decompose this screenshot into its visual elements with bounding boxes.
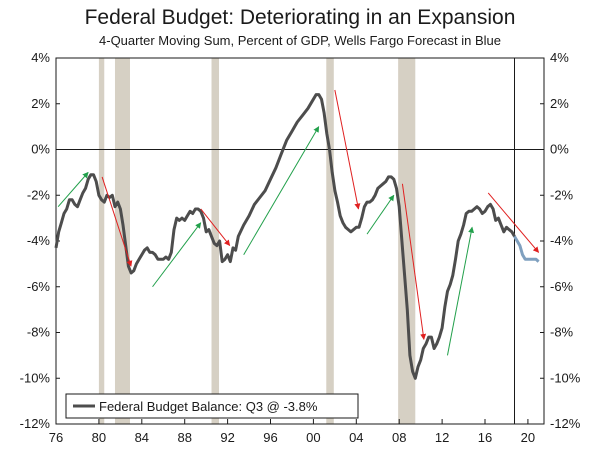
chart-subtitle: 4-Quarter Moving Sum, Percent of GDP, We… bbox=[99, 33, 501, 48]
red-trend-arrow bbox=[401, 183, 427, 340]
y-tick-label-right: 4% bbox=[550, 50, 569, 65]
x-tick-label: 76 bbox=[49, 430, 63, 445]
green-trend-arrow bbox=[366, 194, 395, 235]
y-tick-label-left: 2% bbox=[31, 96, 50, 111]
x-tick-label: 08 bbox=[392, 430, 406, 445]
x-tick-label: 04 bbox=[349, 430, 363, 445]
green-trend-arrow bbox=[152, 222, 202, 288]
x-tick-label: 88 bbox=[177, 430, 191, 445]
y-tick-label-right: -8% bbox=[550, 325, 574, 340]
red-trend-arrow bbox=[200, 208, 231, 247]
y-tick-label-left: -2% bbox=[27, 187, 51, 202]
y-tick-label-left: -6% bbox=[27, 279, 51, 294]
forecast-line bbox=[513, 235, 540, 263]
x-tick-label: 80 bbox=[92, 430, 106, 445]
y-tick-label-left: -10% bbox=[20, 370, 51, 385]
y-tick-label-right: -12% bbox=[550, 416, 581, 431]
chart-title: Federal Budget: Deteriorating in an Expa… bbox=[84, 6, 516, 29]
x-tick-label: 16 bbox=[478, 430, 492, 445]
y-tick-label-left: 4% bbox=[31, 50, 50, 65]
red-trend-arrow bbox=[101, 176, 133, 267]
y-tick-label-right: -4% bbox=[550, 233, 574, 248]
green-trend-arrow bbox=[57, 171, 89, 208]
y-tick-label-left: -8% bbox=[27, 325, 51, 340]
recession-bar bbox=[211, 58, 220, 424]
x-tick-label: 12 bbox=[435, 430, 449, 445]
red-trend-arrow bbox=[334, 89, 361, 210]
x-tick-label: 20 bbox=[521, 430, 535, 445]
y-tick-label-left: -12% bbox=[20, 416, 51, 431]
y-tick-label-left: 0% bbox=[31, 142, 50, 157]
y-tick-label-left: -4% bbox=[27, 233, 51, 248]
y-tick-label-right: -6% bbox=[550, 279, 574, 294]
y-tick-label-right: -10% bbox=[550, 370, 581, 385]
x-tick-label: 00 bbox=[306, 430, 320, 445]
y-tick-label-right: -2% bbox=[550, 187, 574, 202]
x-tick-label: 96 bbox=[263, 430, 277, 445]
y-tick-label-right: 2% bbox=[550, 96, 569, 111]
red-trend-arrow bbox=[487, 192, 540, 253]
legend-box bbox=[65, 393, 359, 419]
x-tick-label: 92 bbox=[220, 430, 234, 445]
recession-bar bbox=[98, 58, 105, 424]
legend-label: Federal Budget Balance: Q3 @ -3.8% bbox=[99, 399, 318, 414]
recession-bar bbox=[326, 58, 334, 424]
green-trend-arrow bbox=[243, 126, 320, 255]
green-trend-arrow bbox=[446, 226, 475, 356]
budget-balance-line bbox=[54, 93, 516, 380]
y-tick-label-right: 0% bbox=[550, 142, 569, 157]
x-tick-label: 84 bbox=[135, 430, 149, 445]
